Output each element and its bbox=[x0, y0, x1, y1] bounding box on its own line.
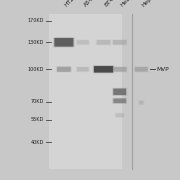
FancyBboxPatch shape bbox=[97, 40, 110, 45]
FancyBboxPatch shape bbox=[112, 39, 128, 45]
FancyBboxPatch shape bbox=[53, 37, 75, 47]
Text: MVP: MVP bbox=[157, 67, 169, 72]
Text: 40KD: 40KD bbox=[31, 140, 44, 145]
Text: 70KD: 70KD bbox=[31, 99, 44, 104]
FancyBboxPatch shape bbox=[96, 39, 111, 45]
FancyBboxPatch shape bbox=[76, 66, 90, 72]
FancyBboxPatch shape bbox=[116, 113, 124, 117]
FancyBboxPatch shape bbox=[112, 66, 128, 72]
Text: 100KD: 100KD bbox=[28, 67, 44, 72]
FancyBboxPatch shape bbox=[113, 67, 127, 72]
Text: 170KD: 170KD bbox=[28, 18, 44, 23]
Text: BT474: BT474 bbox=[103, 0, 120, 8]
FancyBboxPatch shape bbox=[57, 67, 71, 72]
FancyBboxPatch shape bbox=[113, 89, 126, 95]
FancyBboxPatch shape bbox=[54, 38, 73, 47]
FancyBboxPatch shape bbox=[114, 113, 125, 118]
Text: HT29: HT29 bbox=[64, 0, 78, 8]
FancyBboxPatch shape bbox=[138, 100, 145, 105]
FancyBboxPatch shape bbox=[135, 67, 148, 72]
FancyBboxPatch shape bbox=[134, 66, 149, 72]
FancyBboxPatch shape bbox=[77, 67, 89, 71]
FancyBboxPatch shape bbox=[94, 66, 113, 73]
FancyBboxPatch shape bbox=[113, 98, 126, 103]
FancyBboxPatch shape bbox=[112, 88, 127, 96]
FancyBboxPatch shape bbox=[112, 98, 127, 104]
FancyBboxPatch shape bbox=[56, 66, 72, 73]
FancyBboxPatch shape bbox=[76, 39, 90, 45]
FancyBboxPatch shape bbox=[139, 101, 144, 104]
FancyBboxPatch shape bbox=[93, 65, 114, 73]
Text: HeLa: HeLa bbox=[120, 0, 134, 8]
FancyBboxPatch shape bbox=[113, 40, 127, 45]
Text: 55KD: 55KD bbox=[31, 117, 44, 122]
Bar bbox=[49, 14, 122, 169]
Text: HepG2: HepG2 bbox=[141, 0, 159, 8]
Text: A549: A549 bbox=[83, 0, 97, 8]
Text: 130KD: 130KD bbox=[28, 40, 44, 45]
FancyBboxPatch shape bbox=[77, 40, 89, 44]
